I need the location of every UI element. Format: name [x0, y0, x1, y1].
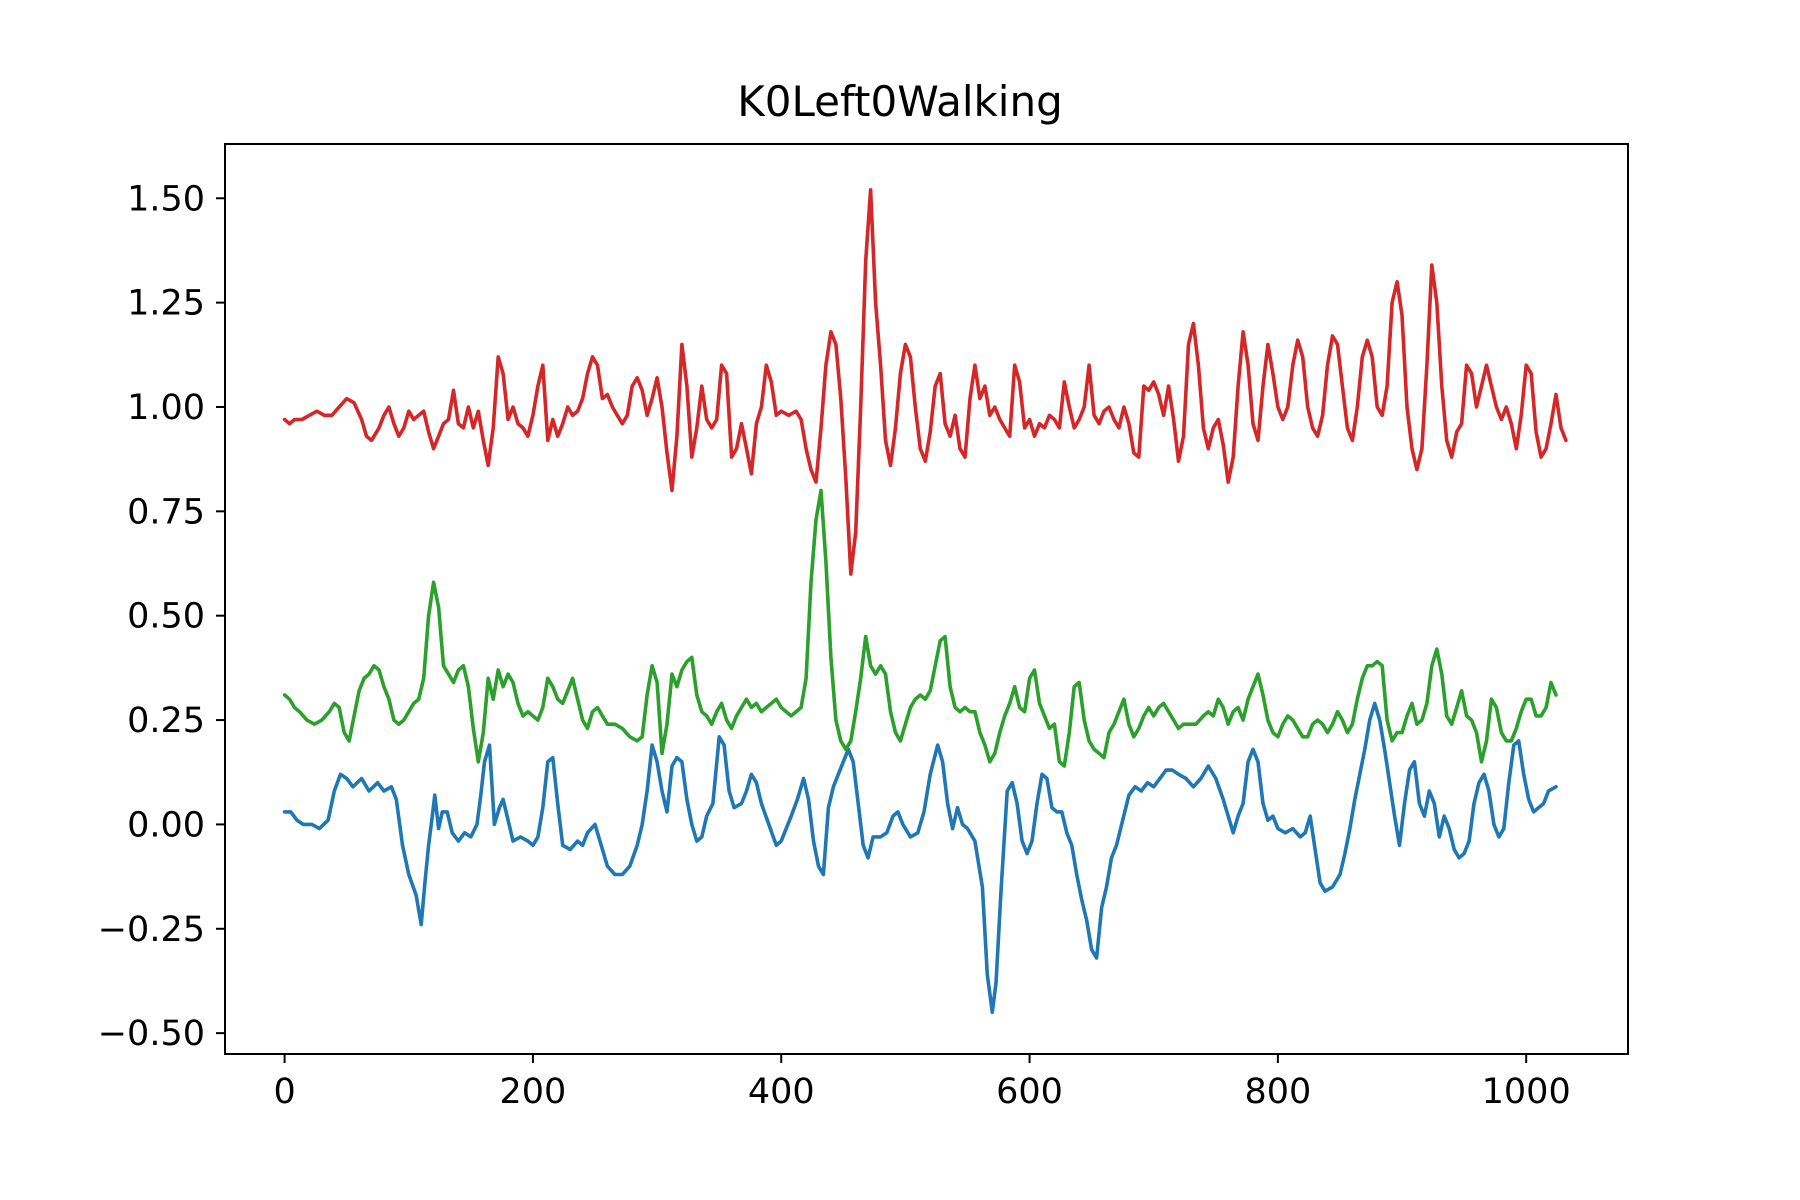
- y-tick-label: 1.50: [127, 179, 205, 219]
- x-tick-label: 1000: [1482, 1072, 1571, 1112]
- series-line-red: [282, 188, 1568, 576]
- x-tick-label: 600: [996, 1072, 1063, 1112]
- y-tick-label: 0.50: [127, 597, 205, 637]
- y-tick-label: 1.25: [127, 284, 205, 324]
- series-line-blue: [282, 701, 1558, 1015]
- y-tick-label: −0.25: [98, 910, 205, 950]
- x-tick-label: 400: [748, 1072, 815, 1112]
- y-tick-label: 0.75: [127, 492, 205, 532]
- x-tick-label: 800: [1244, 1072, 1311, 1112]
- series-line-green: [282, 488, 1558, 768]
- y-tick-label: 0.00: [127, 805, 205, 845]
- plot-frame: [224, 143, 1629, 1055]
- y-tick-label: 0.25: [127, 701, 205, 741]
- x-tick-label: 0: [273, 1072, 295, 1112]
- y-tick-label: −0.50: [98, 1014, 205, 1054]
- x-tick-label: 200: [500, 1072, 567, 1112]
- y-tick-label: 1.00: [127, 388, 205, 428]
- series-layer: [282, 188, 1568, 1015]
- chart-title: K0Left0Walking: [737, 77, 1063, 126]
- axes-layer: 0 200 400 600 800 1000 −0.50 −0.25 0.00 0.25 0.50 0…: [98, 143, 1629, 1112]
